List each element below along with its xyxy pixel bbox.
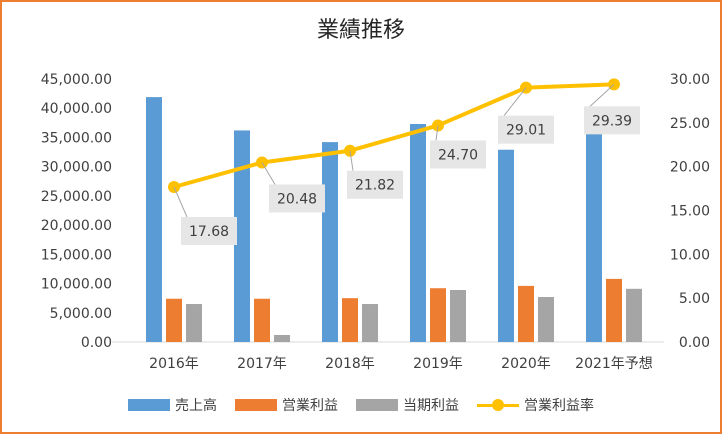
bar: [410, 124, 426, 342]
legend-label-operating-profit: 営業利益: [282, 398, 338, 414]
y-right-tick-label: 30.00: [670, 72, 710, 88]
bar: [146, 97, 162, 343]
x-tick-label: 2018年: [325, 356, 375, 372]
bar: [430, 288, 446, 342]
bar: [450, 289, 466, 342]
y-right-tick-label: 15.00: [670, 204, 710, 220]
x-tick-label: 2019年: [413, 356, 463, 372]
data-label: 21.82: [355, 178, 395, 194]
data-label: 29.01: [506, 123, 546, 139]
y-left-tick-label: 45,000.00: [41, 72, 112, 88]
data-label-leader: [589, 83, 615, 107]
bar: [342, 298, 358, 342]
legend-item-net-profit: 当期利益: [356, 395, 459, 415]
y-left-tick-label: 10,000.00: [41, 277, 112, 293]
bar: [186, 304, 202, 342]
line-series: [173, 82, 615, 189]
x-tick-label: 2016年: [149, 356, 199, 372]
bar: [626, 288, 642, 342]
bar: [166, 298, 182, 342]
data-label-box: [430, 140, 486, 169]
y-right-tick-label: 5.00: [679, 291, 710, 307]
legend-label-sales: 売上高: [175, 398, 217, 414]
bar: [606, 278, 622, 342]
legend-item-operating-profit: 営業利益: [235, 395, 338, 415]
y-left-tick-label: 35,000.00: [41, 130, 112, 146]
legend-label-net-profit: 当期利益: [403, 398, 459, 414]
x-tick-label: 2021年予想: [575, 356, 653, 372]
bar: [518, 285, 534, 342]
data-label-box: [584, 106, 640, 135]
bar: [586, 127, 602, 343]
data-label: 17.68: [189, 224, 229, 240]
legend-label-operating-margin: 営業利益率: [524, 398, 594, 414]
y-left-tick-label: 30,000.00: [41, 160, 112, 176]
y-left-tick-label: 0.00: [81, 335, 112, 351]
data-label-box: [269, 184, 325, 213]
y-left-tick-label: 25,000.00: [41, 189, 112, 205]
y-left-tick-label: 20,000.00: [41, 218, 112, 234]
x-tick-label: 2020年: [501, 356, 551, 372]
data-label-box: [347, 170, 403, 199]
chart-title: 業績推移: [316, 18, 405, 43]
y-right-tick-label: 0.00: [679, 335, 710, 351]
data-label-leader: [261, 162, 276, 185]
data-label-leader: [435, 125, 439, 141]
legend-item-sales: 売上高: [128, 395, 217, 415]
y-right-tick-label: 10.00: [670, 247, 710, 263]
legend: 売上高 営業利益 当期利益 営業利益率: [2, 395, 720, 415]
legend-swatch-operating-margin: [477, 399, 519, 411]
x-tick-label: 2017年: [237, 356, 287, 372]
data-label-leader: [349, 150, 354, 171]
data-label: 29.39: [592, 113, 632, 129]
y-left-tick-label: 15,000.00: [41, 247, 112, 263]
bar: [498, 149, 514, 342]
data-label-leader: [503, 87, 527, 116]
data-label-box: [181, 217, 237, 246]
bar: [234, 130, 250, 342]
bar: [538, 296, 554, 342]
legend-item-operating-margin: 営業利益率: [477, 395, 594, 415]
bar: [322, 142, 338, 342]
bar: [362, 304, 378, 342]
data-label: 20.48: [277, 191, 317, 207]
legend-swatch-operating-profit: [235, 399, 277, 411]
data-label: 24.70: [438, 147, 478, 163]
y-left-tick-label: 5,000.00: [50, 306, 112, 322]
data-label-leader: [173, 186, 188, 218]
data-label-box: [498, 115, 554, 144]
bar: [274, 334, 290, 342]
legend-swatch-sales: [128, 399, 170, 411]
y-left-tick-label: 40,000.00: [41, 101, 112, 117]
legend-swatch-net-profit: [356, 399, 398, 411]
y-right-tick-label: 25.00: [670, 116, 710, 132]
y-right-tick-label: 20.00: [670, 160, 710, 176]
bar: [254, 298, 270, 342]
